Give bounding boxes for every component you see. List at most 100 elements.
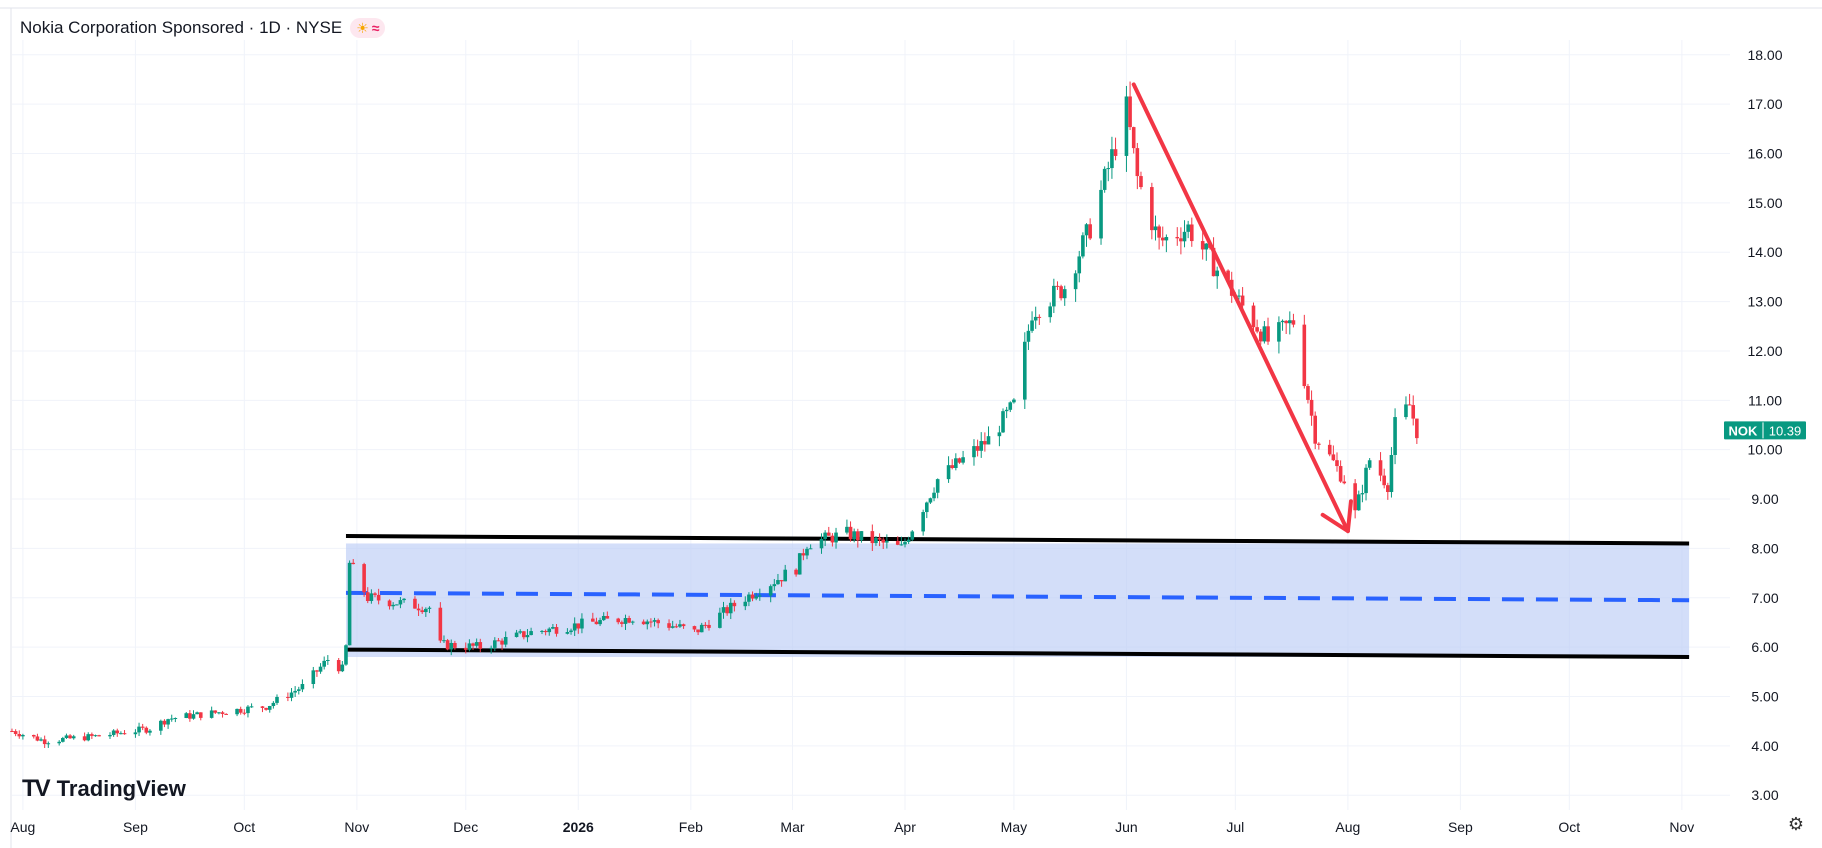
candle-body bbox=[1317, 443, 1321, 445]
candle-body bbox=[1411, 405, 1416, 419]
candle-body bbox=[935, 479, 940, 493]
candle-body bbox=[1389, 454, 1394, 493]
candle-body bbox=[195, 712, 199, 715]
candle-body bbox=[1131, 127, 1136, 149]
candle-body bbox=[649, 621, 653, 623]
candle-body bbox=[336, 660, 341, 672]
candle-body bbox=[293, 690, 297, 693]
y-tick-label: 4.00 bbox=[1751, 738, 1778, 754]
candle-body bbox=[1382, 475, 1386, 486]
session-badge[interactable]: ☀ ≈ bbox=[350, 18, 386, 38]
x-tick-label: Oct bbox=[1558, 819, 1580, 835]
tradingview-logo[interactable]: TV TradingView bbox=[22, 775, 186, 803]
candle-body bbox=[779, 580, 784, 582]
candle-body bbox=[623, 618, 628, 624]
candle-body bbox=[1077, 256, 1082, 274]
x-tick-label: May bbox=[1001, 819, 1027, 835]
candle-body bbox=[681, 624, 686, 627]
candle-body bbox=[394, 604, 399, 606]
candle-body bbox=[1378, 460, 1383, 476]
candle-body bbox=[402, 598, 406, 601]
candle-body bbox=[17, 734, 22, 737]
candle-body bbox=[64, 735, 69, 739]
candle-body bbox=[500, 640, 504, 645]
candle-body bbox=[1306, 386, 1310, 400]
gear-icon[interactable]: ⚙ bbox=[1787, 814, 1805, 834]
candle-body bbox=[525, 635, 530, 638]
candle-body bbox=[1124, 96, 1129, 156]
candle-body bbox=[910, 531, 915, 540]
candle-body bbox=[856, 531, 860, 541]
candle-body bbox=[630, 621, 635, 623]
x-tick-label: Aug bbox=[1335, 819, 1360, 835]
candle-body bbox=[540, 630, 544, 632]
candle-body bbox=[362, 564, 366, 593]
candle-body bbox=[877, 537, 882, 540]
candle-body bbox=[1088, 224, 1092, 239]
price-tag-bg bbox=[1724, 421, 1806, 440]
y-tick-label: 11.00 bbox=[1748, 392, 1782, 408]
x-tick-label: Aug bbox=[10, 819, 35, 835]
candle-body bbox=[463, 647, 468, 650]
candle-body bbox=[547, 628, 552, 633]
annotations bbox=[345, 534, 1690, 659]
price-axis[interactable]: 3.00 4.00 5.00 6.00 7.00 8.00 9.00 10.00 11.00 12… bbox=[1747, 47, 1782, 803]
candle-body bbox=[797, 553, 802, 575]
candle-body bbox=[1055, 285, 1060, 287]
candle-body bbox=[271, 702, 276, 707]
y-tick-label: 13.00 bbox=[1747, 294, 1782, 310]
candle-body bbox=[1262, 326, 1267, 342]
candle-body bbox=[1291, 320, 1296, 325]
candle-body bbox=[311, 670, 316, 685]
symbol-title[interactable]: Nokia Corporation Sponsored · 1D · NYSE bbox=[20, 18, 343, 37]
candle-body bbox=[489, 647, 493, 649]
candle-body bbox=[238, 708, 243, 713]
candle-body bbox=[1001, 411, 1005, 433]
candle-body bbox=[1102, 168, 1107, 190]
time-axis[interactable]: Aug Sep Oct Nov Dec 2026 Feb Mar Apr May Jun Jul Aug… bbox=[10, 819, 1694, 835]
candle-body bbox=[1407, 404, 1412, 406]
candle-body bbox=[522, 631, 526, 638]
candle-body bbox=[1287, 320, 1292, 324]
candle-body bbox=[1062, 289, 1067, 299]
channel-bound bbox=[345, 534, 1690, 546]
candle-body bbox=[616, 618, 621, 623]
candle-body bbox=[1081, 235, 1085, 257]
candle-body bbox=[1258, 331, 1263, 342]
candle-body bbox=[692, 626, 697, 630]
candle-body bbox=[318, 666, 323, 672]
channel-bound bbox=[345, 647, 1690, 659]
candle-body bbox=[1404, 404, 1408, 418]
candle-body bbox=[932, 492, 936, 499]
candle-body bbox=[743, 601, 748, 607]
candle-body bbox=[750, 594, 755, 599]
candle-body bbox=[344, 645, 348, 665]
price-tag-value: 10.39 bbox=[1769, 423, 1802, 438]
candle-body bbox=[572, 623, 577, 631]
candle-body bbox=[954, 458, 958, 468]
candle-body bbox=[823, 532, 827, 539]
candle-body bbox=[1338, 466, 1343, 482]
candle-body bbox=[42, 739, 47, 745]
candle-body bbox=[518, 631, 523, 633]
candle-body bbox=[442, 640, 446, 642]
y-tick-label: 16.00 bbox=[1747, 146, 1782, 162]
x-tick-label: Jun bbox=[1115, 819, 1138, 835]
candle-body bbox=[997, 432, 1002, 437]
candle-body bbox=[1215, 270, 1219, 277]
candle-body bbox=[249, 706, 254, 708]
x-tick-label: Apr bbox=[894, 819, 916, 835]
candle-body bbox=[82, 736, 87, 741]
y-tick-label: 9.00 bbox=[1751, 491, 1778, 507]
candle-body bbox=[565, 632, 570, 634]
candle-body bbox=[93, 735, 98, 737]
candle-body bbox=[1386, 485, 1390, 493]
candle-body bbox=[721, 607, 726, 613]
x-tick-label: Nov bbox=[344, 819, 369, 835]
midline-dashed bbox=[345, 590, 1690, 603]
candle-body bbox=[1048, 306, 1053, 318]
candle-body bbox=[805, 548, 809, 556]
candle-body bbox=[148, 730, 152, 733]
candle-body bbox=[1211, 247, 1216, 277]
